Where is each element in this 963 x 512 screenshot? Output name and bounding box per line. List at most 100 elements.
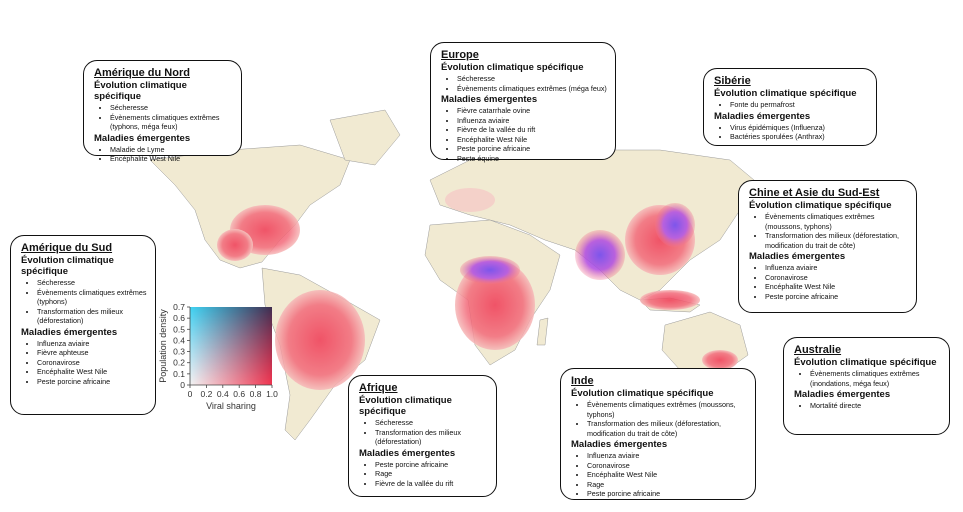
item-list: SécheresseÉvènements climatiques extrême… (441, 74, 607, 93)
item-list: Fonte du permafrost (714, 100, 868, 110)
section-heading: Maladies émergentes (794, 389, 891, 400)
item-list: Influenza aviaireCoronaviroseEncéphalite… (749, 263, 908, 301)
region-title: Amérique du Sud (21, 242, 113, 254)
list-item: Influenza aviaire (37, 339, 147, 349)
list-item: Encéphalite West Nile (110, 154, 233, 164)
section-heading: Évolution climatique spécifique (794, 357, 937, 368)
list-item: Peste porcine africaine (37, 377, 147, 387)
region-callout: Amérique du Sud Évolution climatique spéc… (10, 235, 156, 415)
legend-y-label: Population density (158, 309, 168, 383)
section-heading: Maladies émergentes (749, 251, 846, 262)
item-list: Influenza aviaireFièvre aphteuseCoronavi… (21, 339, 147, 387)
legend-y-tick-label: 0.1 (173, 369, 185, 379)
list-item: Influenza aviaire (457, 116, 607, 126)
section-heading: Maladies émergentes (571, 439, 668, 450)
list-item: Peste porcine africaine (375, 460, 488, 470)
item-list: Évènements climatiques extrêmes (inondat… (794, 369, 941, 388)
list-item: Peste équine (457, 154, 607, 164)
list-item: Sécheresse (37, 278, 147, 288)
list-item: Évènements climatiques extrêmes (méga fe… (457, 84, 607, 94)
region-title: Sibérie (714, 75, 751, 87)
list-item: Évènements climatiques extrêmes (mousson… (765, 212, 908, 231)
list-item: Peste porcine africaine (587, 489, 747, 499)
legend-y-tick-label: 0 (180, 380, 185, 390)
list-item: Fièvre aphteuse (37, 348, 147, 358)
legend-x-tick-label: 0.2 (200, 389, 212, 399)
section-heading: Évolution climatique spécifique (359, 395, 452, 417)
section-heading: Évolution climatique spécifique (441, 62, 584, 73)
section-heading: Maladies émergentes (21, 326, 118, 338)
list-item: Évènements climatiques extrêmes (typhons… (37, 288, 147, 307)
region-callout: Amérique du Nord Évolution climatique spé… (83, 60, 242, 163)
legend-x-tick-label: 1.0 (266, 389, 278, 399)
section-heading: Maladies émergentes (359, 447, 456, 459)
list-item: Évènements climatiques extrêmes (typhons… (110, 113, 233, 132)
section-heading: Évolution climatique spécifique (94, 80, 187, 102)
section-heading: Évolution climatique spécifique (21, 255, 114, 277)
list-item: Coronavirose (587, 461, 747, 471)
list-item: Coronavirose (765, 273, 908, 283)
legend-y-tick-label: 0.3 (173, 347, 185, 357)
region-title: Chine et Asie du Sud-Est (749, 187, 880, 199)
legend-y-tick-label: 0.7 (173, 302, 185, 312)
item-list: Mortalité directe (794, 401, 941, 411)
list-item: Virus épidémiques (Influenza) (730, 123, 868, 133)
section-heading: Maladies émergentes (94, 132, 191, 144)
list-item: Sécheresse (375, 418, 488, 428)
list-item: Bactéries sporulées (Anthrax) (730, 132, 868, 142)
list-item: Rage (587, 480, 747, 490)
list-item: Transformation des milieux (déforestatio… (375, 428, 488, 447)
legend-x-label: Viral sharing (206, 401, 256, 411)
legend-x-tick-label: 0.8 (250, 389, 262, 399)
item-list: Évènements climatiques extrêmes (mousson… (749, 212, 908, 250)
legend-x-tick-label: 0.6 (233, 389, 245, 399)
list-item: Fièvre de la vallée du rift (457, 125, 607, 135)
legend-swatch-overlay (190, 307, 272, 385)
list-item: Encéphalite West Nile (457, 135, 607, 145)
list-item: Sécheresse (457, 74, 607, 84)
list-item: Mortalité directe (810, 401, 941, 411)
list-item: Peste porcine africaine (457, 144, 607, 154)
list-item: Sécheresse (110, 103, 233, 113)
list-item: Fièvre de la vallée du rift (375, 479, 488, 489)
legend-y-tick-label: 0.4 (173, 335, 185, 345)
legend-x-tick-label: 0.4 (217, 389, 229, 399)
region-title: Europe (441, 49, 479, 61)
section-heading: Évolution climatique spécifique (571, 388, 714, 399)
item-list: Évènements climatiques extrêmes (mousson… (571, 400, 747, 438)
list-item: Fièvre catarrhale ovine (457, 106, 607, 116)
item-list: Influenza aviaireCoronaviroseEncéphalite… (571, 451, 747, 499)
list-item: Encéphalite West Nile (587, 470, 747, 480)
region-title: Afrique (359, 382, 398, 394)
section-heading: Maladies émergentes (714, 110, 811, 122)
list-item: Encéphalite West Nile (765, 282, 908, 292)
item-list: SécheresseTransformation des milieux (dé… (359, 418, 488, 447)
list-item: Coronavirose (37, 358, 147, 368)
list-item: Transformation des milieux (déforestatio… (37, 307, 147, 326)
section-heading: Évolution climatique spécifique (714, 88, 857, 99)
item-list: Maladie de LymeEncéphalite West Nile (94, 145, 233, 164)
list-item: Fonte du permafrost (730, 100, 868, 110)
list-item: Encéphalite West Nile (37, 367, 147, 377)
list-item: Transformation des milieux (déforestatio… (587, 419, 747, 438)
region-title: Australie (794, 344, 842, 356)
list-item: Maladie de Lyme (110, 145, 233, 155)
legend-x-tick-label: 0 (188, 389, 193, 399)
list-item: Évènements climatiques extrêmes (inondat… (810, 369, 941, 388)
region-title: Amérique du Nord (94, 67, 190, 79)
list-item: Transformation des milieux (déforestatio… (765, 231, 908, 250)
legend: Viral sharing Population density 0 0.2 0.4… (158, 302, 278, 411)
list-item: Évènements climatiques extrêmes (mousson… (587, 400, 747, 419)
list-item: Rage (375, 469, 488, 479)
item-list: SécheresseÉvènements climatiques extrême… (94, 103, 233, 132)
item-list: SécheresseÉvènements climatiques extrême… (21, 278, 147, 326)
item-list: Fièvre catarrhale ovineInfluenza aviaire… (441, 106, 607, 163)
item-list: Virus épidémiques (Influenza)Bactéries s… (714, 123, 868, 142)
legend-y-tick-label: 0.6 (173, 313, 185, 323)
list-item: Influenza aviaire (587, 451, 747, 461)
